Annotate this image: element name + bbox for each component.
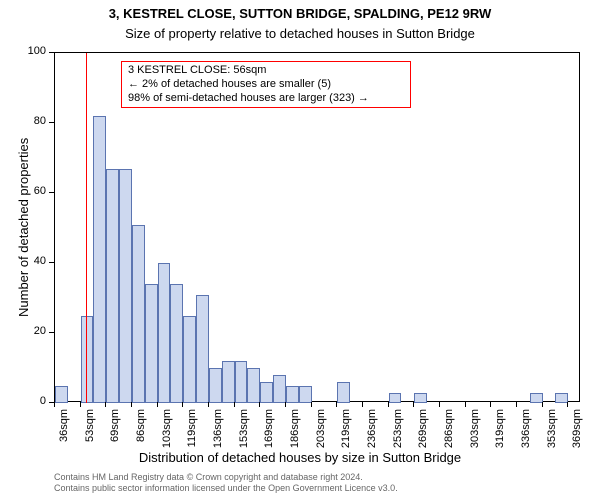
- x-tick-label: 136sqm: [212, 409, 224, 459]
- y-tick-mark: [49, 332, 54, 333]
- chart-container: 3, KESTREL CLOSE, SUTTON BRIDGE, SPALDIN…: [0, 0, 600, 500]
- histogram-bar: [158, 263, 171, 403]
- y-axis-label: Number of detached properties: [16, 138, 31, 317]
- reference-marker-line: [86, 53, 87, 403]
- x-tick-label: 53sqm: [84, 409, 96, 459]
- attribution-line-2: Contains public sector information licen…: [54, 483, 398, 494]
- annotation-line-1: 3 KESTREL CLOSE: 56sqm: [128, 64, 404, 78]
- y-tick-label: 40: [22, 255, 46, 267]
- x-tick-label: 86sqm: [135, 409, 147, 459]
- x-tick-label: 303sqm: [469, 409, 481, 459]
- histogram-bar: [299, 386, 312, 404]
- x-tick-label: 219sqm: [340, 409, 352, 459]
- histogram-bar: [389, 393, 402, 404]
- x-tick-label: 236sqm: [366, 409, 378, 459]
- y-tick-label: 20: [22, 325, 46, 337]
- x-tick-mark: [182, 402, 183, 407]
- histogram-bar: [235, 361, 248, 403]
- x-tick-mark: [542, 402, 543, 407]
- x-tick-label: 286sqm: [443, 409, 455, 459]
- x-tick-mark: [131, 402, 132, 407]
- y-tick-label: 0: [22, 395, 46, 407]
- x-tick-mark: [413, 402, 414, 407]
- x-tick-mark: [54, 402, 55, 407]
- histogram-bar: [286, 386, 299, 404]
- histogram-bar: [55, 386, 68, 404]
- x-tick-mark: [388, 402, 389, 407]
- chart-title-sub: Size of property relative to detached ho…: [0, 26, 600, 41]
- x-tick-label: 153sqm: [238, 409, 250, 459]
- x-tick-label: 186sqm: [289, 409, 301, 459]
- histogram-bar: [222, 361, 235, 403]
- x-tick-mark: [567, 402, 568, 407]
- histogram-bar: [337, 382, 350, 403]
- histogram-bar: [196, 295, 209, 404]
- x-tick-label: 169sqm: [263, 409, 275, 459]
- histogram-bar: [414, 393, 427, 404]
- x-tick-mark: [490, 402, 491, 407]
- y-tick-mark: [49, 52, 54, 53]
- histogram-bar: [170, 284, 183, 403]
- attribution-text: Contains HM Land Registry data © Crown c…: [54, 472, 398, 494]
- histogram-bar: [273, 375, 286, 403]
- x-tick-label: 369sqm: [571, 409, 583, 459]
- histogram-bar: [132, 225, 145, 404]
- histogram-bar: [247, 368, 260, 403]
- histogram-bar: [106, 169, 119, 404]
- x-tick-label: 36sqm: [58, 409, 70, 459]
- x-tick-label: 269sqm: [417, 409, 429, 459]
- x-tick-mark: [311, 402, 312, 407]
- x-tick-mark: [259, 402, 260, 407]
- y-tick-mark: [49, 122, 54, 123]
- x-tick-mark: [157, 402, 158, 407]
- x-tick-label: 119sqm: [186, 409, 198, 459]
- histogram-bar: [119, 169, 132, 404]
- annotation-line-3: 98% of semi-detached houses are larger (…: [128, 92, 404, 106]
- x-tick-mark: [362, 402, 363, 407]
- y-tick-mark: [49, 262, 54, 263]
- x-tick-label: 69sqm: [109, 409, 121, 459]
- x-tick-mark: [336, 402, 337, 407]
- x-tick-mark: [285, 402, 286, 407]
- x-tick-mark: [465, 402, 466, 407]
- x-tick-label: 253sqm: [392, 409, 404, 459]
- histogram-bar: [209, 368, 222, 403]
- histogram-bar: [260, 382, 273, 403]
- x-tick-label: 103sqm: [161, 409, 173, 459]
- annotation-box: 3 KESTREL CLOSE: 56sqm ← 2% of detached …: [121, 61, 411, 108]
- x-tick-mark: [105, 402, 106, 407]
- x-tick-label: 353sqm: [546, 409, 558, 459]
- plot-area: 3 KESTREL CLOSE: 56sqm ← 2% of detached …: [54, 52, 580, 402]
- x-tick-label: 336sqm: [520, 409, 532, 459]
- y-tick-label: 100: [22, 45, 46, 57]
- y-tick-mark: [49, 192, 54, 193]
- x-tick-mark: [439, 402, 440, 407]
- histogram-bar: [183, 316, 196, 404]
- annotation-line-2: ← 2% of detached houses are smaller (5): [128, 78, 404, 92]
- y-tick-label: 60: [22, 185, 46, 197]
- x-tick-label: 319sqm: [494, 409, 506, 459]
- chart-title-main: 3, KESTREL CLOSE, SUTTON BRIDGE, SPALDIN…: [0, 6, 600, 21]
- histogram-bar: [93, 116, 106, 403]
- histogram-bar: [81, 316, 94, 404]
- y-tick-label: 80: [22, 115, 46, 127]
- attribution-line-1: Contains HM Land Registry data © Crown c…: [54, 472, 398, 483]
- x-tick-mark: [208, 402, 209, 407]
- x-tick-mark: [516, 402, 517, 407]
- x-tick-mark: [80, 402, 81, 407]
- x-tick-label: 203sqm: [315, 409, 327, 459]
- x-tick-mark: [234, 402, 235, 407]
- histogram-bar: [145, 284, 158, 403]
